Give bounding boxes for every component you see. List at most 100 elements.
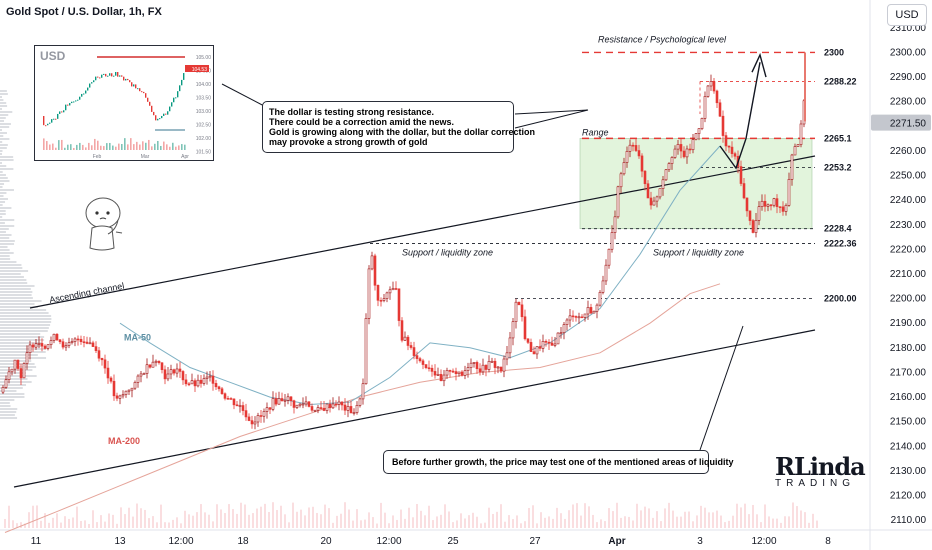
volume-bar (788, 516, 790, 528)
volume-profile-bar (0, 102, 7, 104)
inset-volume (46, 141, 48, 150)
candle-body (577, 316, 581, 319)
volume-profile-bar (0, 252, 14, 254)
volume-bar (388, 523, 390, 528)
inset-volume (61, 139, 63, 150)
inset-volume (58, 140, 60, 150)
volume-bar (48, 522, 50, 528)
usd-inset-chart: 105.00104.50104.00103.50103.00102.50102.… (34, 45, 214, 161)
inset-candle (63, 110, 65, 113)
inset-candle (117, 72, 119, 77)
volume-bar (652, 517, 654, 528)
volume-profile-bar (0, 369, 33, 371)
volume-bar (312, 506, 314, 528)
candle-body (748, 210, 752, 221)
volume-bar (568, 510, 570, 528)
inset-volume (154, 143, 156, 150)
candle-body (472, 362, 476, 364)
ma200-line (4, 283, 721, 533)
candle-body (121, 394, 125, 397)
candle-body (328, 403, 332, 409)
volume-profile-bar (0, 177, 8, 179)
inset-volume (79, 142, 81, 150)
inset-volume (70, 144, 72, 150)
volume-profile-bar (0, 414, 15, 416)
volume-profile-bar (0, 180, 10, 182)
inset-candle (95, 76, 97, 81)
volume-bar (292, 502, 294, 528)
volume-bar (816, 520, 818, 528)
candle-body (160, 362, 164, 370)
rlinda-logo: RLinda TRADING (775, 452, 866, 492)
level-label: 2265.1 (824, 133, 852, 143)
volume-bar (156, 522, 158, 528)
volume-profile-bar (0, 375, 37, 377)
candle-body (100, 357, 104, 361)
volume-bar (560, 513, 562, 528)
volume-bar (628, 516, 630, 528)
volume-bar (504, 521, 506, 528)
volume-bar (252, 513, 254, 528)
inset-volume (76, 144, 78, 150)
volume-bar (684, 511, 686, 528)
volume-bar (716, 510, 718, 528)
currency-button[interactable]: USD (887, 4, 927, 26)
candle-body (769, 204, 773, 207)
y-tick-label: 2260.00 (890, 146, 927, 157)
x-tick-label: 20 (320, 536, 332, 547)
inset-volume (172, 142, 174, 150)
candle-body (391, 288, 395, 291)
candle-body (445, 370, 449, 376)
candle-body (640, 155, 644, 172)
candle-body (7, 371, 11, 380)
support-range-label: Support / liquidity zone (653, 248, 744, 258)
candle-body (511, 321, 515, 339)
inset-candle (121, 75, 123, 77)
candle-body (283, 399, 287, 402)
volume-bar (552, 518, 554, 528)
inset-candle (145, 93, 147, 98)
candle-body (232, 398, 236, 406)
candle-body (358, 398, 362, 406)
candle-body (238, 405, 242, 407)
candle-body (163, 369, 167, 380)
candle-body (643, 170, 647, 185)
candle-body (796, 144, 800, 147)
volume-bar (752, 504, 754, 528)
volume-profile-bar (0, 168, 14, 170)
candle-body (439, 374, 443, 382)
volume-bar (780, 522, 782, 528)
volume-bar (20, 522, 22, 528)
inset-y-tick: 105.00 (196, 55, 212, 61)
candle-body (220, 388, 224, 394)
candle-body (289, 396, 293, 401)
inset-candle (55, 118, 57, 120)
candle-body (208, 375, 212, 378)
volume-bar (548, 516, 550, 528)
candle-body (298, 403, 302, 406)
candle-body (568, 315, 572, 321)
forecast-path (719, 62, 761, 170)
volume-bar (516, 515, 518, 528)
inset-candle (69, 103, 71, 106)
candle-body (136, 375, 140, 383)
inset-volume (106, 143, 108, 150)
volume-profile-bar (0, 192, 7, 194)
volume-bar (528, 507, 530, 528)
candle-body (790, 154, 794, 180)
volume-bar (140, 508, 142, 528)
candle-body (589, 307, 593, 314)
candle-body (436, 374, 440, 376)
x-tick-label: 11 (31, 536, 42, 547)
candle-body (610, 232, 614, 250)
x-tick-label: 12:00 (751, 536, 776, 547)
candle-body (523, 316, 527, 340)
candle-body (487, 361, 491, 370)
inset-x-tick: Mar (141, 154, 150, 160)
candle-body (70, 341, 74, 343)
candle-body (157, 360, 161, 364)
volume-bar (152, 516, 154, 528)
inset-price-badge (185, 65, 209, 72)
candle-body (265, 407, 269, 412)
